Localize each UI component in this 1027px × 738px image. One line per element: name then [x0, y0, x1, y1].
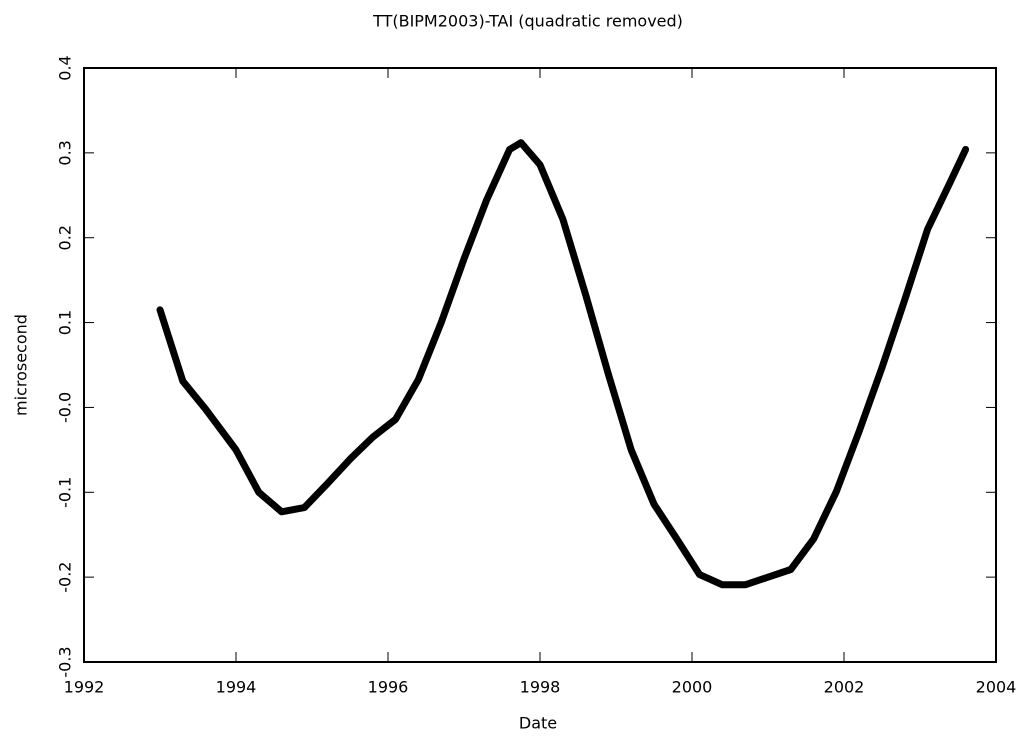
x-tick-label: 1992	[64, 678, 105, 697]
y-tick-label: 0.4	[56, 55, 75, 80]
y-tick-label: -0.3	[56, 646, 75, 677]
x-tick-label: 2000	[672, 678, 713, 697]
chart-title: TT(BIPM2003)-TAI (quadratic removed)	[372, 12, 683, 31]
data-line	[156, 139, 970, 589]
y-tick-label: -0.2	[56, 562, 75, 593]
x-tick-label: 2004	[976, 678, 1017, 697]
x-tick-label: 1998	[520, 678, 561, 697]
x-tick-label: 1996	[368, 678, 409, 697]
y-tick-label: 0.2	[56, 225, 75, 250]
x-axis-label: Date	[519, 714, 557, 733]
y-tick-label: -0.0	[56, 392, 75, 423]
y-tick-label: 0.3	[56, 140, 75, 165]
y-tick-label: 0.1	[56, 310, 75, 335]
y-axis-label: microsecond	[12, 314, 31, 416]
y-tick-label: -0.1	[56, 477, 75, 508]
x-tick-label: 2002	[824, 678, 865, 697]
x-tick-label: 1994	[216, 678, 257, 697]
plot-frame	[83, 67, 997, 663]
